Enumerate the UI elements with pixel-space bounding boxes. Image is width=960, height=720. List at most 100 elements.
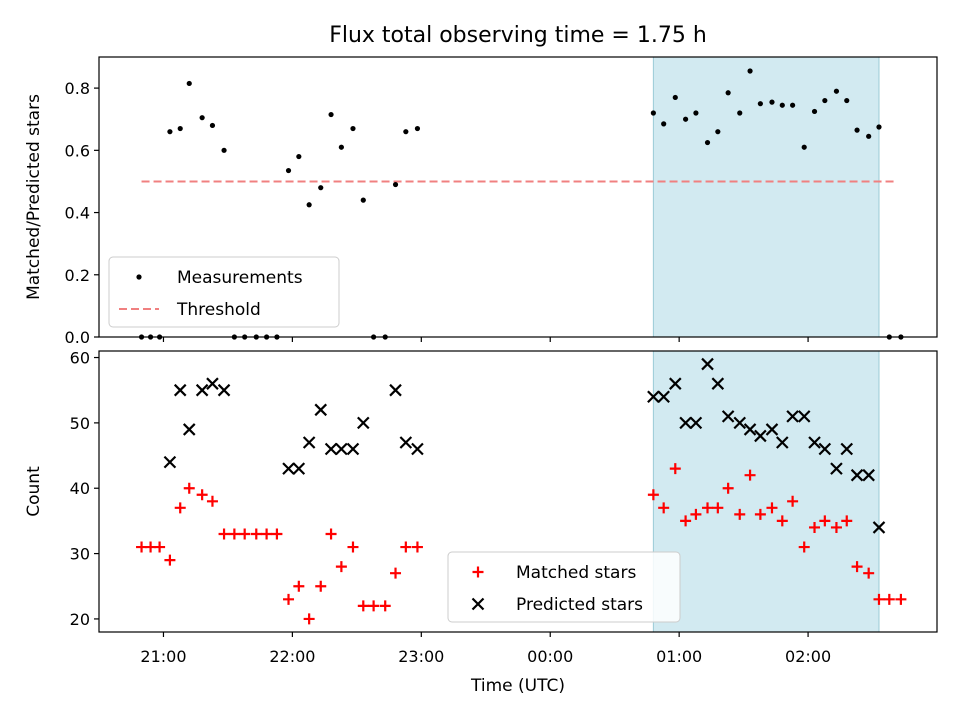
y-tick-label: 0.6 [65,141,90,160]
data-point [863,567,875,579]
data-point [228,528,240,540]
data-point [411,541,423,553]
x-axis-label: Time (UTC) [470,676,565,696]
data-point [779,102,785,108]
bottom-axes: 20 30 40 50 60 21:00 22:00 23:00 00:00 01:00 02:00… [24,349,938,666]
data-point [819,515,831,527]
data-point [776,436,789,449]
data-point [199,115,205,121]
data-point [798,541,810,553]
data-point [754,429,767,443]
data-point [661,121,667,127]
data-point [830,521,842,533]
data-point [711,377,725,390]
data-point [734,508,746,520]
top-axes: 0.0 0.2 0.4 0.6 0.8 Matched/Predicted stars [24,56,938,347]
data-point [769,99,775,105]
data-point [221,147,227,153]
x-tick-label: 22:00 [269,647,315,666]
data-point [346,442,360,456]
data-point [690,508,702,520]
data-point [314,403,328,417]
data-point [335,561,347,573]
data-point [680,515,692,527]
data-point [669,463,681,475]
data-point [250,528,262,540]
top-plot-frame [98,56,938,338]
y-tick-label: 50 [70,414,90,433]
data-point [830,462,843,475]
data-point [368,600,380,612]
data-point [414,125,421,132]
data-point [693,110,699,116]
data-point [757,101,763,107]
data-point [217,383,231,397]
y-tick-label: 0.4 [65,204,90,223]
top-panel: 0.0 0.2 0.4 0.6 0.8 Matched/Predicted stars M… [24,56,938,347]
legend-label: Predicted stars [516,595,643,615]
bottom-panel: 20 30 40 50 60 21:00 22:00 23:00 00:00 01:00 02:00… [24,349,938,666]
top-observing-window [652,56,880,338]
data-point [292,462,306,475]
data-point [808,436,821,449]
data-point [679,416,692,430]
data-point [282,462,295,475]
data-point [206,495,218,507]
data-point [854,127,860,133]
data-point [328,111,334,118]
legend-swatch [136,274,142,280]
data-point [209,122,216,129]
data-point [338,144,344,150]
data-point [389,383,402,397]
x-tick-label: 23:00 [398,647,444,666]
data-point [392,181,399,188]
data-point [672,94,678,101]
x-tick-label: 21:00 [140,647,186,666]
data-point [360,197,366,203]
data-point [765,423,779,436]
data-point [183,482,195,494]
data-point [167,129,173,135]
data-point [182,423,196,436]
data-point [657,390,670,404]
bottom-legend: Matched stars Predicted stars [447,551,681,623]
data-point [866,133,872,139]
data-point [173,383,187,397]
data-point [306,202,312,208]
top-points-layer [138,68,904,340]
y-tick-label: 0.8 [65,79,90,98]
y-tick-label: 60 [70,349,90,368]
data-point [647,489,659,501]
data-point [174,502,186,514]
data-point [206,377,219,390]
data-point [895,593,907,605]
data-point [196,489,208,501]
data-point [293,580,305,592]
legend-label: Measurements [177,268,303,288]
data-point [797,410,811,423]
data-point [324,442,338,456]
bottom-shade-layer [652,350,880,633]
data-point [754,508,766,520]
data-point [722,482,734,494]
data-point [733,416,747,430]
data-point [296,153,302,160]
data-point [743,423,757,436]
data-point [811,108,818,115]
data-point [318,185,324,191]
data-point [851,561,863,573]
x-tick-label: 00:00 [527,647,573,666]
data-point [725,90,731,96]
data-point [154,541,166,553]
bottom-plot-frame [98,350,938,633]
data-point [701,357,714,371]
data-point [650,110,656,116]
data-point [390,567,402,579]
data-point [850,468,864,482]
data-point [239,528,251,540]
data-point [411,442,424,456]
data-point [379,600,391,612]
y-tick-label: 30 [70,545,90,564]
data-point [790,102,796,108]
